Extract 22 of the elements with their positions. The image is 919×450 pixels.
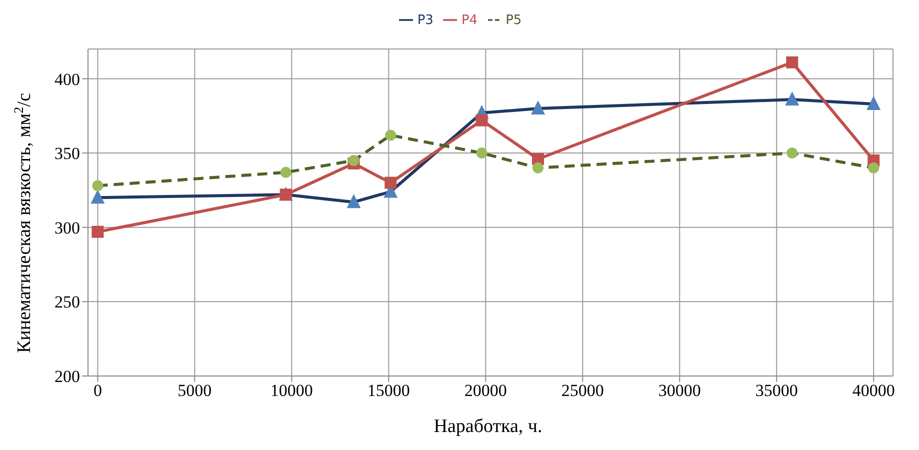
point — [92, 226, 104, 238]
x-tick-label: 0 — [93, 381, 102, 400]
point — [786, 56, 798, 68]
x-tick-label: 20000 — [464, 381, 507, 400]
y-tick-label: 400 — [54, 70, 80, 89]
y-tick-label: 200 — [54, 367, 80, 386]
legend-label: Р4 — [461, 13, 478, 28]
y-tick-label: 300 — [54, 218, 80, 238]
x-tick-label: 5000 — [178, 381, 212, 400]
point — [476, 114, 488, 126]
x-tick-label: 30000 — [658, 381, 701, 400]
y-tick-label: 350 — [54, 144, 80, 164]
legend-label: Р3 — [417, 13, 434, 28]
x-tick-label: 40000 — [852, 381, 895, 400]
x-axis-title: Наработка, ч. — [434, 416, 542, 437]
x-tick-label: 10000 — [270, 381, 313, 400]
legend-label: Р5 — [506, 13, 522, 28]
x-tick-label: 15000 — [367, 381, 410, 400]
point — [384, 176, 397, 189]
x-tick-label: 25000 — [561, 381, 604, 400]
y-tick-label: 250 — [54, 292, 80, 312]
x-tick-label: 35000 — [755, 381, 798, 400]
